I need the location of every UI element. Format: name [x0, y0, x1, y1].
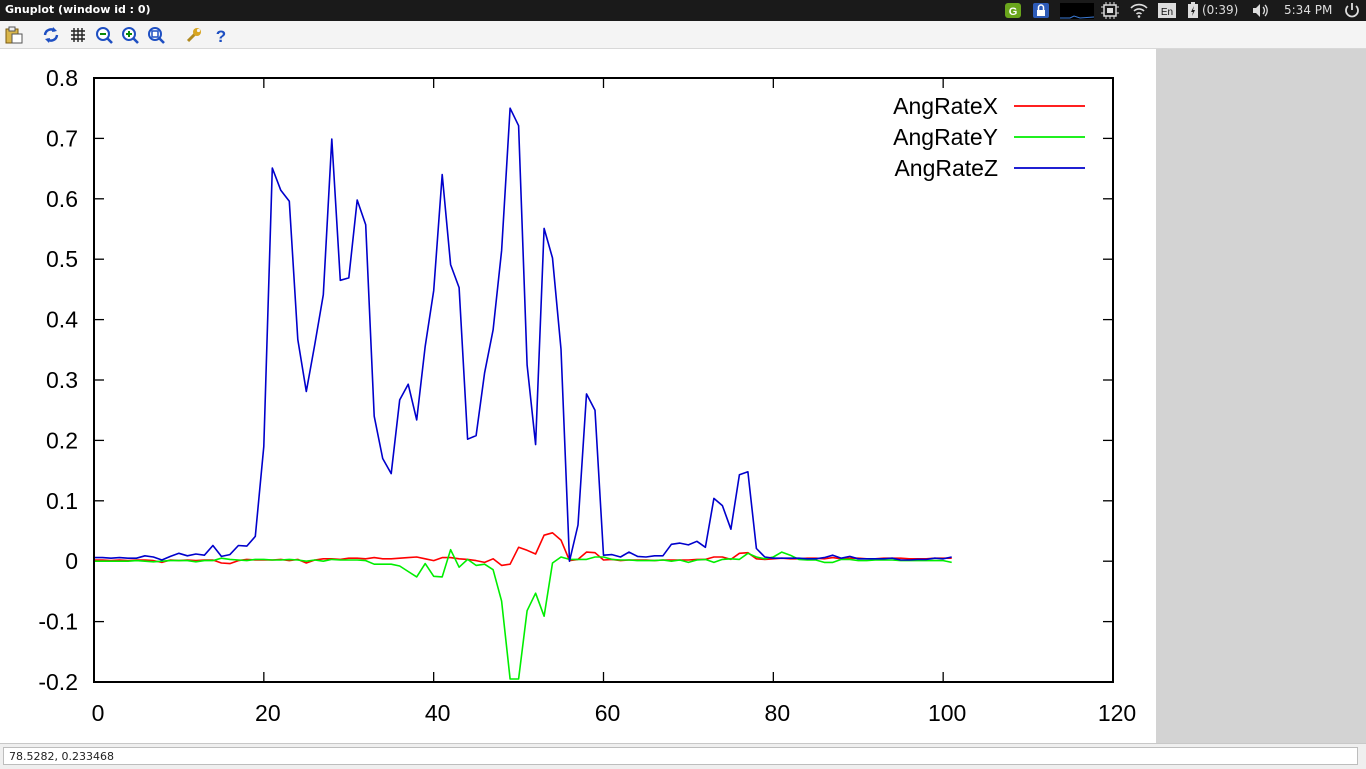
legend-label: AngRateZ: [894, 155, 998, 181]
y-tick-label: 0.2: [46, 427, 78, 453]
y-tick-label: 0.6: [46, 186, 78, 212]
zoom-previous-icon[interactable]: [94, 25, 114, 45]
y-tick-label: 0: [65, 548, 78, 574]
system-monitor-icon[interactable]: [1060, 2, 1095, 19]
plot-canvas[interactable]: -0.2 -0.1 0 0.1 0.2 0.3 0.4 0.5 0.6 0.7 0.8 0 20 40 6…: [0, 49, 1156, 743]
x-tick-label: 120: [1098, 700, 1136, 726]
y-tick-label: -0.2: [38, 669, 78, 695]
x-tick-label: 60: [595, 700, 621, 726]
battery-time: (0:39): [1202, 3, 1239, 17]
legend-label: AngRateY: [893, 124, 998, 150]
y-tick-label: 0.1: [46, 488, 78, 514]
x-tick-label: 80: [765, 700, 791, 726]
svg-text:En: En: [1161, 7, 1173, 18]
y-tick-label: 0.5: [46, 246, 78, 272]
legend-label: AngRateX: [893, 93, 998, 119]
wifi-icon[interactable]: [1129, 2, 1149, 19]
series-lines: [94, 107, 952, 680]
mouse-coordinates: 78.5282, 0.233468: [3, 747, 1358, 765]
svg-text:?: ?: [216, 27, 226, 45]
y-axis-tick-labels: -0.2 -0.1 0 0.1 0.2 0.3 0.4 0.5 0.6 0.7 0.8: [38, 65, 78, 695]
svg-text:G: G: [1009, 6, 1018, 18]
power-icon[interactable]: [1343, 2, 1361, 19]
volume-icon[interactable]: [1251, 2, 1271, 19]
plot-frame: [93, 77, 1114, 683]
clock[interactable]: 5:34 PM: [1284, 3, 1333, 17]
window-title: Gnuplot (window id : 0): [5, 3, 151, 16]
y-tick-label: 0.7: [46, 125, 78, 151]
x-tick-label: 40: [425, 700, 451, 726]
series-line-angratex: [94, 531, 952, 567]
cpu-icon[interactable]: [1101, 2, 1119, 19]
canvas-margin: [1156, 49, 1366, 743]
battery-icon[interactable]: [1186, 2, 1200, 19]
y-tick-label: 0.3: [46, 367, 78, 393]
series-line-angratez: [94, 107, 952, 563]
zoom-next-icon[interactable]: [120, 25, 140, 45]
series-line-angratey: [94, 548, 952, 680]
lock-icon[interactable]: [1032, 2, 1050, 19]
y-tick-label: 0.8: [46, 65, 78, 91]
keyboard-layout-indicator[interactable]: En: [1157, 2, 1177, 19]
zoom-unzoom-icon[interactable]: [146, 25, 166, 45]
refresh-icon[interactable]: [41, 25, 61, 45]
wrench-icon[interactable]: [184, 25, 204, 45]
grid-icon[interactable]: [68, 25, 88, 45]
y-tick-label: -0.1: [38, 609, 78, 635]
status-bar: 78.5282, 0.233468: [0, 743, 1366, 769]
y-tick-label: 0.4: [46, 307, 78, 333]
x-axis-tick-labels: 0 20 40 60 80 100 120: [92, 700, 1137, 726]
x-tick-label: 20: [255, 700, 281, 726]
clipboard-icon[interactable]: [4, 25, 24, 45]
help-icon[interactable]: ?: [211, 25, 231, 45]
app-indicator-icon[interactable]: G: [1004, 2, 1022, 19]
toolbar: ?: [0, 21, 1366, 49]
x-tick-label: 0: [92, 700, 105, 726]
legend: AngRateX AngRateY AngRateZ: [893, 93, 1085, 181]
x-tick-label: 100: [928, 700, 966, 726]
top-panel: Gnuplot (window id : 0) G En (0:39) 5:34…: [0, 0, 1366, 21]
